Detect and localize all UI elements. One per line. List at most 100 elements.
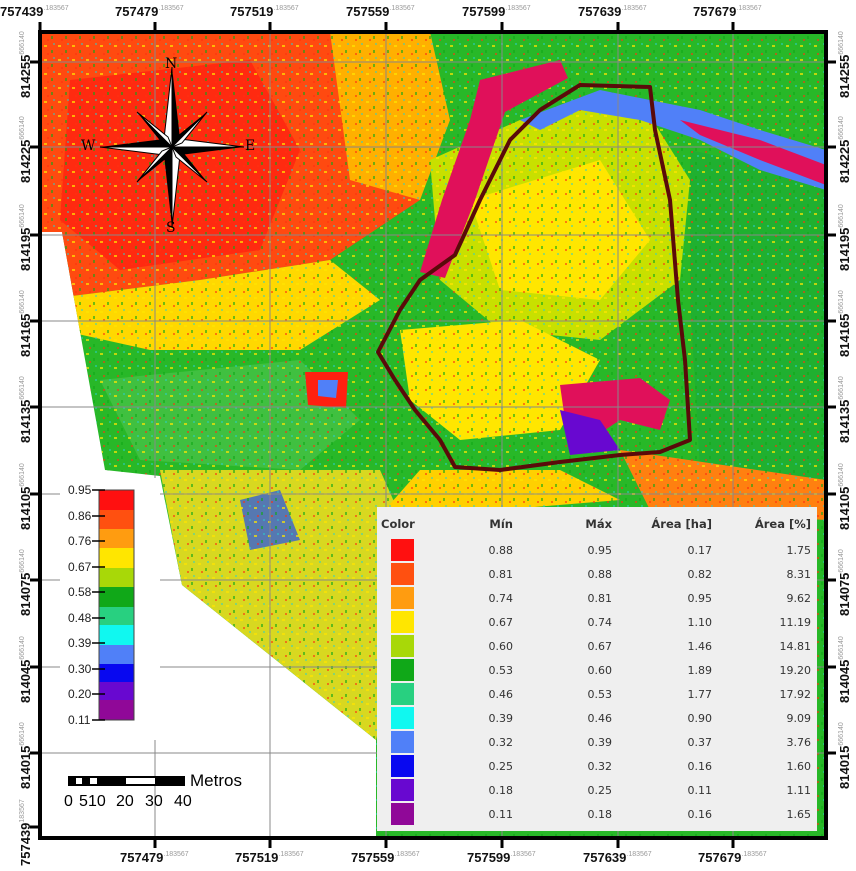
color-swatch [391, 611, 414, 633]
cell-max: 0.88 [587, 568, 613, 581]
y-tick-right: 814225666140 [837, 116, 852, 183]
y-tick-right: 814075666140 [837, 549, 852, 616]
cell-min: 0.60 [488, 640, 514, 653]
table-row: 0.32 0.39 0.37 3.76 [377, 731, 817, 755]
x-tick-top: 757439.183567 [0, 4, 69, 19]
header-min: Mín [489, 517, 513, 531]
x-tick-top: 757639.183567 [578, 4, 647, 19]
x-tick-bottom: 757479.183567 [120, 850, 189, 865]
cell-min: 0.46 [488, 688, 514, 701]
color-swatch [391, 635, 414, 657]
cell-min: 0.67 [488, 616, 514, 629]
y-tick-left: 814165666140 [18, 290, 33, 357]
color-swatch [391, 587, 414, 609]
y-tick-right: 814255666140 [837, 31, 852, 98]
colorbar-label: 0.86 [68, 509, 92, 523]
color-swatch [391, 539, 414, 561]
x-tick-bottom: 757679.183567 [698, 850, 767, 865]
compass-e: E [245, 138, 256, 154]
y-tick-right: 814015666140 [837, 722, 852, 789]
x-tick-top: 757679.183567 [693, 4, 762, 19]
cell-max: 0.46 [587, 712, 613, 725]
cell-max: 0.25 [587, 784, 613, 797]
colorbar-legend: 0.95 0.86 0.76 0.67 0.58 0.48 0.39 0.30 … [60, 478, 160, 740]
cell-area-ha: 0.95 [687, 592, 713, 605]
cell-area-ha: 1.10 [687, 616, 713, 629]
cell-area-ha: 1.77 [687, 688, 713, 701]
x-tick-bottom: 757599.183567 [467, 850, 536, 865]
colorbar-label: 0.95 [68, 483, 92, 497]
cell-area-ha: 0.17 [687, 544, 713, 557]
cell-area-ha: 0.37 [687, 736, 713, 749]
cell-area-pct: 14.81 [779, 640, 812, 653]
y-tick-corner: 757439183567 [18, 799, 33, 866]
y-tick-left: 814075666140 [18, 549, 33, 616]
cell-min: 0.18 [488, 784, 514, 797]
cell-max: 0.53 [587, 688, 613, 701]
colorbar-label: 0.76 [68, 534, 92, 548]
scale-label: 5 [79, 793, 88, 810]
axis-ticks [30, 22, 836, 848]
y-tick-left: 814225666140 [18, 116, 33, 183]
table-row: 0.81 0.88 0.82 8.31 [377, 563, 817, 587]
water-body [420, 60, 568, 278]
cell-area-pct: 9.62 [786, 592, 812, 605]
color-swatch [391, 731, 414, 753]
color-swatch [391, 659, 414, 681]
table-row: 0.53 0.60 1.89 19.20 [377, 659, 817, 683]
x-tick-top: 757519.183567 [230, 4, 299, 19]
table-row: 0.88 0.95 0.17 1.75 [377, 539, 817, 563]
compass-s: S [166, 220, 176, 236]
cell-area-pct: 1.75 [786, 544, 812, 557]
cell-min: 0.53 [488, 664, 514, 677]
y-tick-right: 814165666140 [837, 290, 852, 357]
scale-label: 40 [174, 793, 192, 810]
cell-min: 0.25 [488, 760, 514, 773]
colorbar-label: 0.11 [68, 713, 91, 727]
cell-max: 0.39 [587, 736, 613, 749]
y-tick-right: 814135666140 [837, 376, 852, 443]
colorbar-label: 0.39 [68, 636, 92, 650]
color-swatch [391, 563, 414, 585]
cell-max: 0.18 [587, 808, 613, 821]
table-row: 0.67 0.74 1.10 11.19 [377, 611, 817, 635]
colorbar-label: 0.48 [68, 611, 92, 625]
table-row: 0.39 0.46 0.90 9.09 [377, 707, 817, 731]
cell-area-ha: 0.11 [687, 784, 713, 797]
cell-area-ha: 0.16 [687, 808, 713, 821]
y-tick-left: 814015666140 [18, 722, 33, 789]
header-max: Máx [585, 517, 612, 531]
table-row: 0.74 0.81 0.95 9.62 [377, 587, 817, 611]
scale-label: 10 [88, 793, 106, 810]
cell-min: 0.39 [488, 712, 514, 725]
cell-min: 0.74 [488, 592, 514, 605]
color-swatch [391, 683, 414, 705]
x-tick-bottom: 757519.183567 [235, 850, 304, 865]
x-tick-top: 757559.183567 [346, 4, 415, 19]
cell-area-pct: 19.20 [779, 664, 812, 677]
table-row: 0.18 0.25 0.11 1.11 [377, 779, 817, 803]
color-swatch [391, 779, 414, 801]
class-area-table: Color Mín Máx Área [ha] Área [%] 0.88 0.… [377, 507, 817, 831]
cell-max: 0.81 [587, 592, 613, 605]
colorbar-label: 0.30 [68, 662, 92, 676]
cell-max: 0.67 [587, 640, 613, 653]
x-tick-bottom: 757559.183567 [351, 850, 420, 865]
cell-min: 0.88 [488, 544, 514, 557]
cell-area-pct: 1.60 [786, 760, 812, 773]
x-tick-top: 757479.183567 [115, 4, 184, 19]
cell-max: 0.74 [587, 616, 613, 629]
map-frame [38, 30, 828, 840]
colorbar-label: 0.58 [68, 585, 92, 599]
cell-area-ha: 0.90 [687, 712, 713, 725]
color-swatch [391, 755, 414, 777]
study-area-boundary[interactable] [376, 83, 692, 472]
color-swatch [391, 707, 414, 729]
colorbar-label: 0.67 [68, 560, 92, 574]
header-area-pct: Área [%] [754, 517, 811, 531]
y-tick-left: 814135666140 [18, 376, 33, 443]
table-row: 0.46 0.53 1.77 17.92 [377, 683, 817, 707]
table-row: 0.25 0.32 0.16 1.60 [377, 755, 817, 779]
scale-label: 0 [64, 793, 73, 810]
cell-max: 0.95 [587, 544, 613, 557]
